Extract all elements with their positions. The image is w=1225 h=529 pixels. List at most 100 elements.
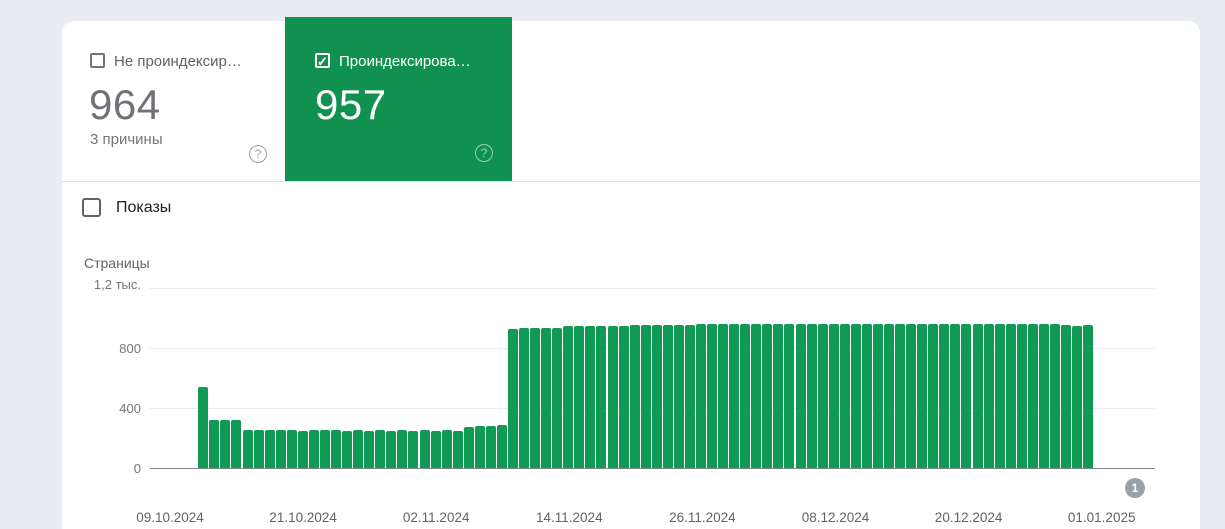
chart-bar[interactable] xyxy=(662,324,673,468)
chart-bar[interactable] xyxy=(275,430,286,468)
chart-bar[interactable] xyxy=(1049,324,1060,468)
chart-bar[interactable] xyxy=(629,325,640,468)
chart-bar[interactable] xyxy=(939,324,950,468)
chart-bar[interactable] xyxy=(220,420,231,468)
chart-bar[interactable] xyxy=(795,324,806,468)
chart-bar[interactable] xyxy=(297,430,308,468)
chart-bar[interactable] xyxy=(872,324,883,468)
chart-bar[interactable] xyxy=(1005,324,1016,468)
pagination-badge[interactable]: 1 xyxy=(1125,478,1145,498)
metric-card-not-indexed[interactable]: Не проиндексир… 964 3 причины ? xyxy=(62,21,285,181)
chart-bar[interactable] xyxy=(563,326,574,468)
chart-bar[interactable] xyxy=(452,430,463,468)
chart-bar[interactable] xyxy=(895,324,906,468)
chart-bar[interactable] xyxy=(718,324,729,468)
chart-bar[interactable] xyxy=(784,324,795,468)
y-tick-label: 400 xyxy=(119,401,141,416)
chart-bar[interactable] xyxy=(740,324,751,468)
chart-bar[interactable] xyxy=(441,430,452,468)
chart-bar[interactable] xyxy=(375,430,386,468)
chart-bar[interactable] xyxy=(319,430,330,468)
chart-bar[interactable] xyxy=(519,328,530,468)
chart-bar[interactable] xyxy=(585,326,596,468)
chart-bar[interactable] xyxy=(474,426,485,468)
chart-bar[interactable] xyxy=(209,420,220,468)
chart-bar[interactable] xyxy=(264,429,275,468)
chart-bar[interactable] xyxy=(773,324,784,468)
chart-bar[interactable] xyxy=(884,324,895,468)
impressions-label: Показы xyxy=(116,199,172,216)
chart-bar[interactable] xyxy=(231,420,242,468)
indexed-checkbox-checked[interactable]: ✓ xyxy=(315,53,330,68)
chart-bar[interactable] xyxy=(1016,324,1027,468)
x-tick-label: 02.11.2024 xyxy=(402,510,470,525)
x-axis-line xyxy=(150,468,1155,469)
chart-bar[interactable] xyxy=(463,427,474,468)
impressions-checkbox[interactable] xyxy=(82,198,101,217)
chart-bar[interactable] xyxy=(596,325,607,468)
chart-bar[interactable] xyxy=(419,430,430,468)
chart-bar[interactable] xyxy=(961,324,972,468)
chart-bar[interactable] xyxy=(839,324,850,468)
y-tick-label: 800 xyxy=(119,341,141,356)
chart-bar[interactable] xyxy=(286,429,297,468)
chart-bar[interactable] xyxy=(397,430,408,468)
chart-bar[interactable] xyxy=(485,425,496,468)
chart-bar[interactable] xyxy=(1083,325,1094,468)
chart-bar[interactable] xyxy=(972,324,983,468)
chart-bar[interactable] xyxy=(983,324,994,468)
chart-bar[interactable] xyxy=(906,324,917,468)
chart-bar[interactable] xyxy=(507,328,518,468)
chart-bar[interactable] xyxy=(828,324,839,468)
chart-bar[interactable] xyxy=(618,325,629,468)
not-indexed-checkbox[interactable] xyxy=(90,53,105,68)
chart-bar[interactable] xyxy=(928,324,939,468)
chart-bar[interactable] xyxy=(552,327,563,468)
chart-bar[interactable] xyxy=(408,430,419,468)
chart-bar[interactable] xyxy=(308,430,319,468)
metric-card-indexed[interactable]: ✓ Проиндексирова… 957 ? xyxy=(285,17,512,181)
chart-bar[interactable] xyxy=(530,328,541,468)
chart-bar[interactable] xyxy=(640,325,651,468)
chart-bar[interactable] xyxy=(1060,324,1071,468)
chart-bar[interactable] xyxy=(762,324,773,468)
chart-bar[interactable] xyxy=(651,324,662,468)
chart-bar[interactable] xyxy=(541,328,552,468)
x-tick-label: 26.11.2024 xyxy=(669,510,736,525)
chart-bar[interactable] xyxy=(386,430,397,468)
chart-bar[interactable] xyxy=(242,429,253,468)
chart-bar[interactable] xyxy=(353,430,364,468)
x-tick-label: 14.11.2024 xyxy=(536,510,603,525)
chart-bar[interactable] xyxy=(696,324,706,468)
chart-bar[interactable] xyxy=(430,430,441,468)
chart-bar[interactable] xyxy=(342,430,353,468)
chart-bar[interactable] xyxy=(950,324,961,468)
chart-bar[interactable] xyxy=(364,430,375,468)
not-indexed-label: Не проиндексир… xyxy=(114,53,242,70)
not-indexed-reasons-link[interactable]: 3 причины xyxy=(90,131,163,148)
chart-bar[interactable] xyxy=(684,324,695,468)
chart-bar[interactable] xyxy=(861,324,872,468)
chart-ylabel-pages: Страницы xyxy=(84,255,150,271)
chart-bar[interactable] xyxy=(1072,325,1083,468)
chart-bar[interactable] xyxy=(496,425,507,468)
chart-bar[interactable] xyxy=(994,324,1005,468)
chart-bar[interactable] xyxy=(707,324,718,468)
chart-bar[interactable] xyxy=(253,430,264,468)
chart-bar[interactable] xyxy=(1027,324,1038,468)
x-tick-label: 08.12.2024 xyxy=(801,510,870,525)
chart-bar[interactable] xyxy=(574,326,585,468)
chart-bar[interactable] xyxy=(198,387,209,468)
chart-bar[interactable] xyxy=(607,325,618,468)
chart-bar[interactable] xyxy=(917,324,928,468)
chart-bar[interactable] xyxy=(751,324,762,468)
chart-bar[interactable] xyxy=(1038,324,1049,468)
chart-bar[interactable] xyxy=(331,430,342,468)
chart-bar[interactable] xyxy=(806,324,817,468)
help-icon[interactable]: ? xyxy=(475,144,493,162)
chart-bar[interactable] xyxy=(850,324,861,468)
help-icon[interactable]: ? xyxy=(249,145,267,163)
chart-bar[interactable] xyxy=(817,324,828,468)
chart-bar[interactable] xyxy=(673,324,684,468)
chart-bar[interactable] xyxy=(729,324,740,468)
